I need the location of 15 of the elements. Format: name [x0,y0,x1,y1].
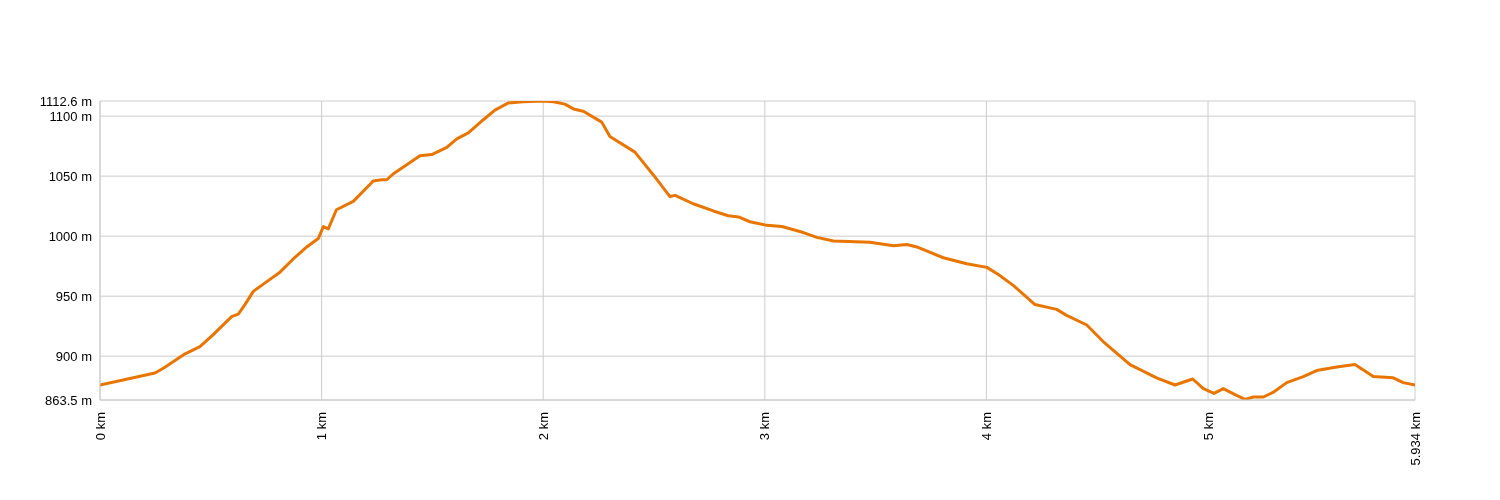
y-tick-label: 950 m [55,288,92,304]
y-tick-label: 1050 m [48,168,92,184]
x-tick-label: 0 km [92,412,108,441]
y-tick-label: 900 m [55,348,92,364]
x-tick-label: 5.934 km [1407,412,1423,466]
line-series [100,101,1415,400]
x-tick-label: 5 km [1200,412,1216,441]
y-tick-label: 1100 m [49,108,92,124]
y-tick-label: 863.5 m [45,392,92,408]
y-tick-label: 1000 m [48,228,92,244]
y-tick-label: 1112.6 m [39,93,92,109]
x-tick-label: 1 km [314,412,330,441]
x-tick-label: 3 km [757,412,773,441]
x-tick-label: 4 km [978,412,994,441]
x-tick-label: 2 km [535,412,551,441]
